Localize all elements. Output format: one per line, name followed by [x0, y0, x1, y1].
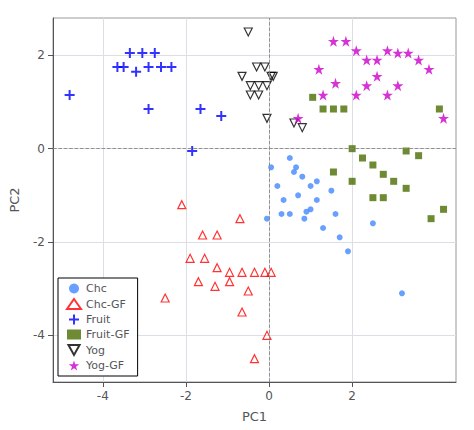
svg-text:2: 2: [37, 48, 45, 62]
svg-text:-4: -4: [97, 389, 109, 403]
svg-text:-4: -4: [33, 328, 45, 342]
svg-text:0: 0: [37, 142, 45, 156]
svg-text:-2: -2: [180, 389, 192, 403]
svg-text:PC2: PC2: [7, 187, 22, 212]
svg-text:Chc: Chc: [86, 282, 107, 295]
svg-text:Fruit: Fruit: [86, 313, 111, 326]
svg-text:-2: -2: [33, 235, 45, 249]
svg-text:Yog: Yog: [85, 344, 105, 357]
svg-text:2: 2: [348, 389, 356, 403]
svg-text:0: 0: [265, 389, 273, 403]
svg-text:Chc-GF: Chc-GF: [86, 298, 126, 311]
svg-text:Yog-GF: Yog-GF: [85, 359, 124, 372]
svg-text:Fruit-GF: Fruit-GF: [86, 328, 130, 341]
svg-text:PC1: PC1: [242, 409, 267, 424]
